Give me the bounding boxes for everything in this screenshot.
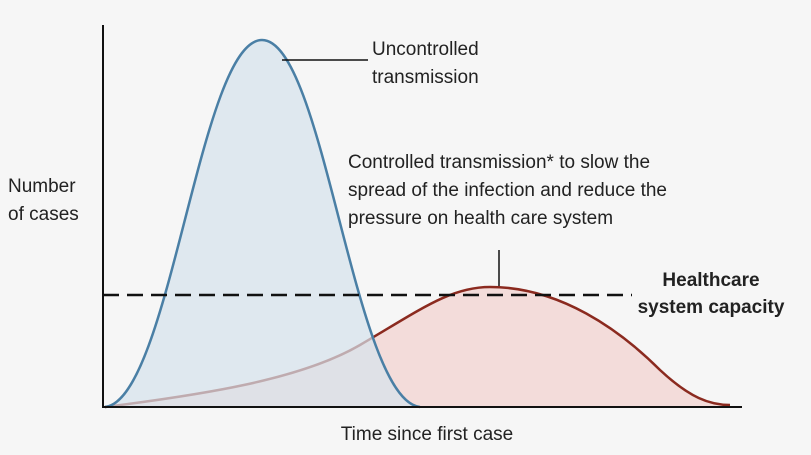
y-axis-label: of cases <box>8 204 79 225</box>
capacity-label: system capacity <box>638 297 785 318</box>
annotation: spread of the infection and reduce the <box>348 180 667 201</box>
uncontrolled-area <box>105 40 420 407</box>
y-axis-label: Number <box>8 176 76 197</box>
annotation: Uncontrolled <box>372 39 479 60</box>
uncontrolled-curve <box>104 38 421 409</box>
annotation: Controlled transmission* to slow the <box>348 152 650 173</box>
capacity-label: Healthcare <box>662 270 759 291</box>
annotation: transmission <box>372 67 479 88</box>
controlled-area <box>105 287 730 407</box>
x-axis-label: Time since first case <box>341 424 513 445</box>
annotation: pressure on health care system <box>348 208 613 229</box>
